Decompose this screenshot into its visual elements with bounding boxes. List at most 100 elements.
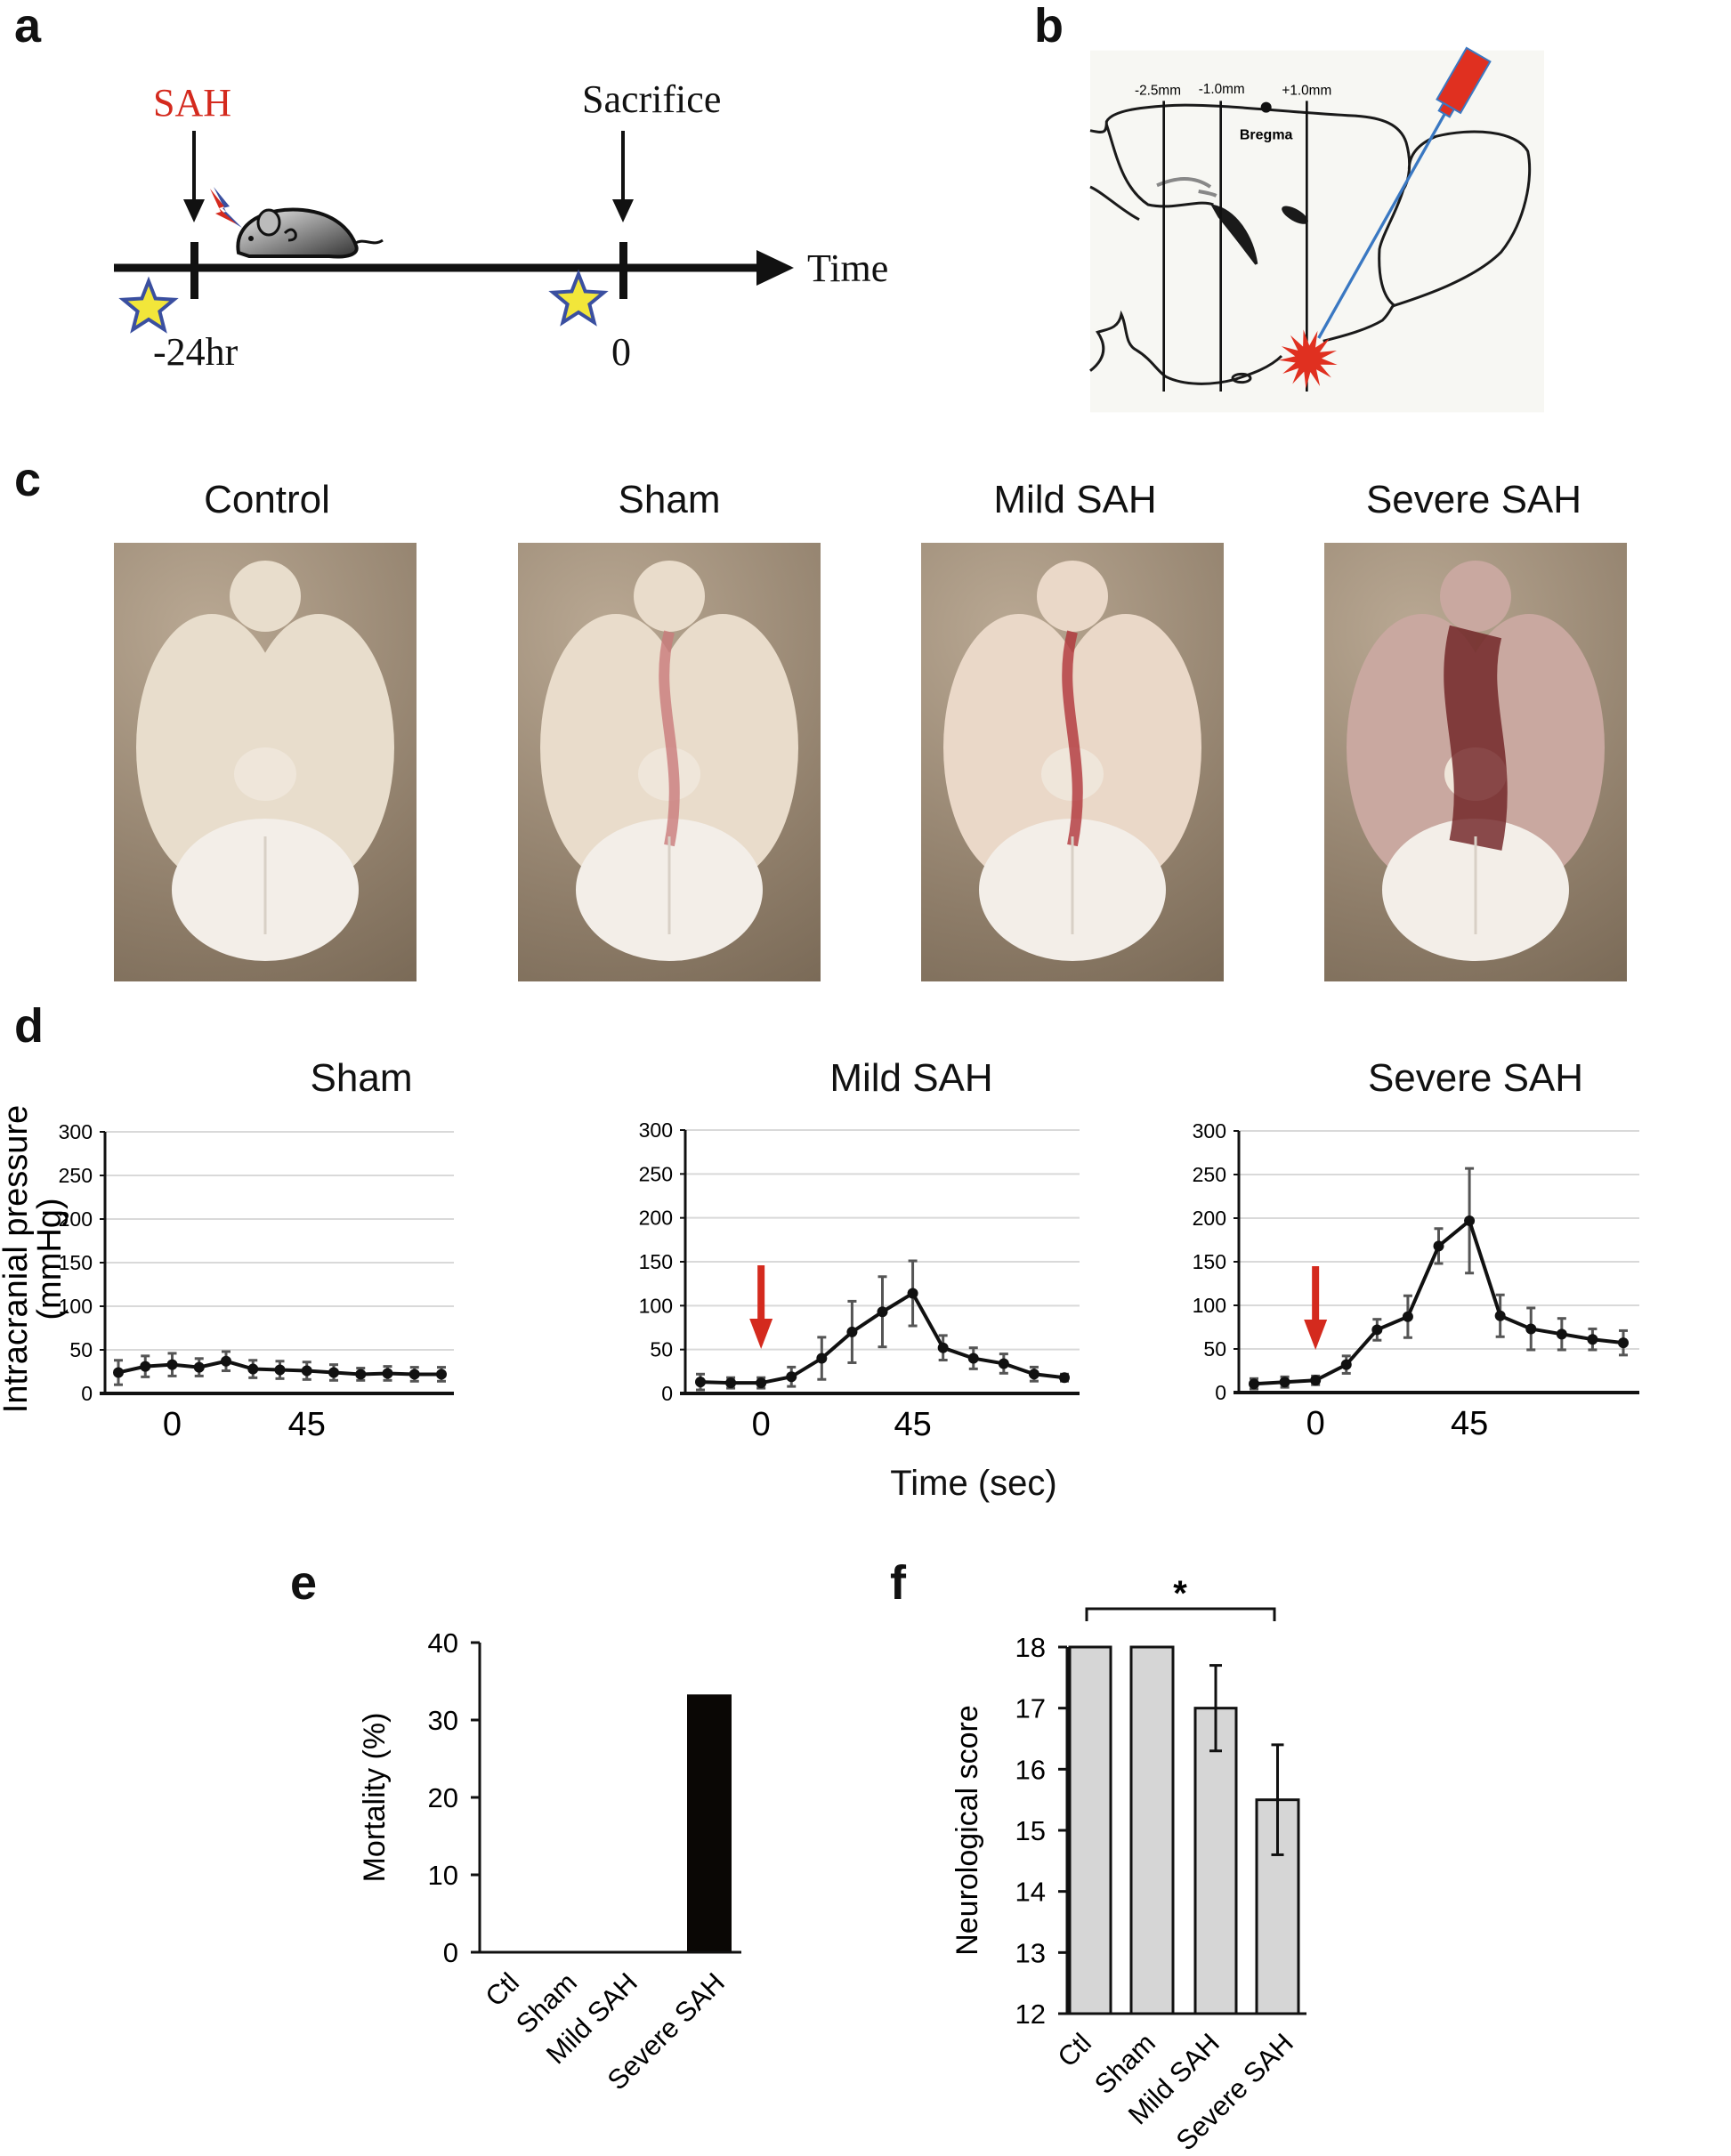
brain-photo — [518, 543, 821, 981]
photo-title-severe-sah: Severe SAH — [1365, 478, 1582, 521]
data-point — [274, 1364, 286, 1376]
icp-ylabel-line1: Intracranial pressure — [0, 1105, 35, 1413]
arrow-head — [749, 1319, 773, 1349]
data-point — [816, 1353, 828, 1364]
bar — [1068, 1645, 1112, 2015]
y-tick-label: 250 — [639, 1162, 673, 1185]
lightning-icon — [210, 187, 242, 228]
data-point — [1587, 1334, 1598, 1345]
icp-ylabel-line2: (mmHg) — [31, 1198, 69, 1320]
brain-photo — [921, 543, 1224, 981]
data-point — [1433, 1240, 1444, 1252]
x-category-label: Ctl — [479, 1966, 525, 2013]
event-sah-label: SAH — [153, 81, 232, 125]
arrow-head — [1304, 1320, 1328, 1350]
y-tick-label: 18 — [1015, 1632, 1046, 1663]
y-tick-label: 40 — [428, 1627, 458, 1659]
x-tick-label: 45 — [288, 1406, 326, 1443]
data-point — [1494, 1310, 1506, 1321]
timeline-tick-sacrifice — [619, 242, 627, 299]
icp-ylabel: Intracranial pressure (mmHg) — [0, 1105, 69, 1413]
y-tick-label: 150 — [639, 1250, 673, 1273]
data-point — [695, 1377, 706, 1388]
y-tick-label: 50 — [69, 1338, 93, 1361]
data-point — [140, 1361, 151, 1372]
panel-label-b: b — [1034, 0, 1064, 52]
y-tick-label: 30 — [428, 1705, 458, 1736]
photo-title-sham: Sham — [618, 478, 721, 521]
data-point — [846, 1326, 858, 1337]
y-tick-label: 300 — [639, 1118, 673, 1142]
y-tick-label: 15 — [1015, 1815, 1046, 1846]
bar — [1193, 1707, 1238, 2015]
data-point — [355, 1369, 367, 1380]
y-tick-label: 200 — [59, 1207, 93, 1231]
corpus-callosum-shape — [1210, 204, 1258, 265]
y-tick-label: 20 — [428, 1782, 458, 1813]
star-icon — [548, 269, 609, 327]
y-tick-label: 16 — [1015, 1754, 1046, 1785]
error-bar — [1271, 1743, 1284, 1856]
data-point — [221, 1355, 231, 1367]
arrow-shaft — [1312, 1266, 1320, 1328]
y-tick-label: 13 — [1015, 1937, 1046, 1968]
y-tick-label: 250 — [1193, 1163, 1226, 1186]
y-tick-label: 300 — [59, 1120, 93, 1143]
bar — [1129, 1645, 1175, 2015]
timeline-tick-sah — [190, 242, 198, 299]
commissure-shape — [1282, 206, 1308, 224]
data-point — [408, 1369, 420, 1380]
panel-label-c: c — [14, 453, 42, 506]
data-point — [998, 1358, 1009, 1369]
timeline-diagram — [114, 131, 794, 334]
bracket-line — [1085, 1607, 1276, 1621]
data-point — [756, 1377, 767, 1389]
x-tick-label: 45 — [894, 1406, 931, 1443]
bregma-marker — [1260, 101, 1272, 113]
timeline-arrowhead-icon — [756, 250, 794, 286]
brain-photo — [1324, 543, 1627, 981]
y-tick-label: 100 — [639, 1294, 673, 1317]
y-tick-label: 0 — [443, 1937, 458, 1968]
data-point — [1249, 1378, 1259, 1390]
x-tick-label: 0 — [1306, 1405, 1325, 1442]
y-tick-label: 100 — [59, 1295, 93, 1318]
brain-photo — [114, 543, 417, 981]
panel-label-e: e — [290, 1556, 318, 1610]
x-tick-label: 0 — [163, 1406, 182, 1443]
data-point — [1310, 1375, 1322, 1386]
data-point — [1371, 1324, 1383, 1336]
data-point — [877, 1306, 888, 1318]
data-point — [1525, 1323, 1537, 1335]
data-point — [382, 1368, 393, 1379]
arrow-shaft — [757, 1265, 765, 1328]
data-point — [193, 1361, 205, 1373]
coord-label: +1.0mm — [1282, 84, 1331, 99]
data-point — [786, 1371, 797, 1383]
y-tick-label: 10 — [428, 1860, 458, 1891]
event-sacrifice-label: Sacrifice — [582, 77, 722, 121]
data-point — [1028, 1369, 1039, 1380]
injection-arrow-icon — [1304, 1266, 1328, 1350]
tick-label-start: -24hr — [153, 330, 239, 374]
bar — [687, 1694, 732, 1952]
coord-label: -2.5mm — [1135, 84, 1181, 99]
panel-label-f: f — [890, 1556, 906, 1610]
coord-label: -1.0mm — [1199, 82, 1245, 97]
y-tick-label: 0 — [661, 1382, 673, 1405]
arrow-down-icon — [183, 131, 205, 222]
y-tick-label: 0 — [81, 1382, 93, 1405]
surgery-diagram: -2.5mm -1.0mm +1.0mm Bregma — [1089, 46, 1544, 413]
ventricle-shape — [1156, 177, 1217, 198]
y-tick-label: 14 — [1015, 1877, 1046, 1908]
y-axis-label: Mortality (%) — [358, 1713, 392, 1883]
arrow-down-icon — [612, 131, 634, 222]
x-tick-label: 45 — [1451, 1405, 1488, 1442]
y-tick-label: 150 — [59, 1251, 93, 1274]
y-tick-label: 100 — [1193, 1294, 1226, 1317]
data-point — [436, 1369, 447, 1380]
star-icon — [118, 276, 179, 334]
y-tick-label: 200 — [639, 1207, 673, 1230]
